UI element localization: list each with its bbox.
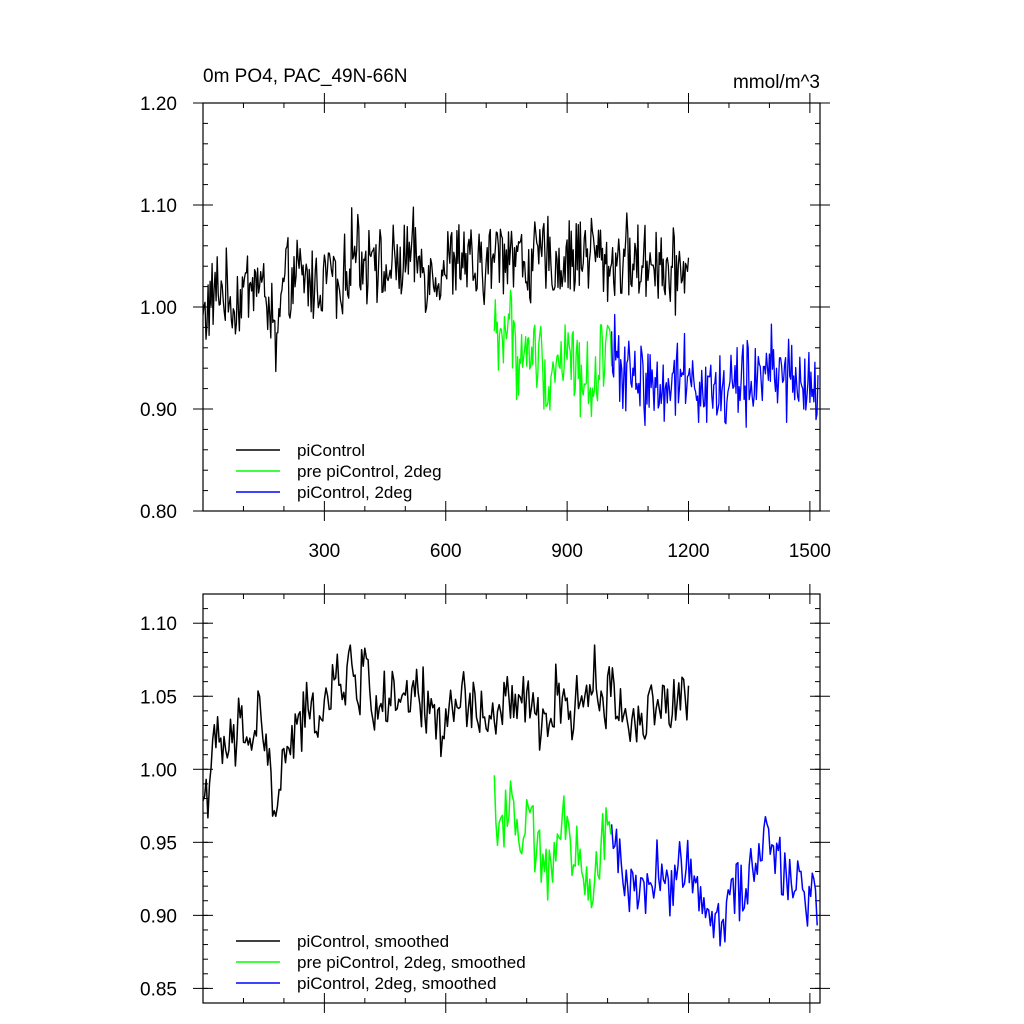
y-tick-label: 1.00 <box>140 760 177 781</box>
series-line-1 <box>202 644 690 819</box>
legend-label: pre piControl, 2deg, smoothed <box>297 953 526 972</box>
x-tick-label: 600 <box>430 541 462 562</box>
units-label: mmol/m^3 <box>733 72 820 93</box>
series-line-3 <box>610 815 818 947</box>
y-tick-label: 0.95 <box>140 833 177 854</box>
series-line-2 <box>493 775 612 909</box>
lower-panel: 0.85 0.90 0.95 1.00 1.05 1.10 piControl, smoot… <box>140 584 830 1013</box>
y-tick-label: 0.90 <box>140 906 177 927</box>
y-tick-label: 1.05 <box>140 687 177 708</box>
y-tick-label: 1.10 <box>140 196 177 217</box>
legend-label: piControl, smoothed <box>297 932 449 951</box>
legend-label: piControl <box>297 441 365 460</box>
legend-label: piControl, 2deg <box>297 483 412 502</box>
y-tick-label: 0.90 <box>140 400 177 421</box>
legend-label: pre piControl, 2deg <box>297 462 442 481</box>
plot-frame <box>202 593 821 1004</box>
x-tick-label: 1500 <box>789 541 831 562</box>
x-tick-label: 300 <box>309 541 341 562</box>
x-tick-label: 1200 <box>667 541 709 562</box>
upper-panel: 0m PO4, PAC_49N-66N mmol/m^3 300 600 900 1200… <box>140 66 831 562</box>
series-line-1 <box>202 206 690 373</box>
chart-title: 0m PO4, PAC_49N-66N <box>203 66 408 87</box>
series-line-3 <box>610 313 819 428</box>
y-tick-label: 1.10 <box>140 614 177 635</box>
y-tick-label: 1.20 <box>140 94 177 115</box>
y-tick-label: 1.00 <box>140 298 177 319</box>
x-tick-label: 900 <box>551 541 583 562</box>
y-tick-label: 0.80 <box>140 502 177 523</box>
y-tick-label: 0.85 <box>140 979 177 1000</box>
legend-label: piControl, 2deg, smoothed <box>297 974 496 993</box>
series-line-2 <box>493 289 613 418</box>
